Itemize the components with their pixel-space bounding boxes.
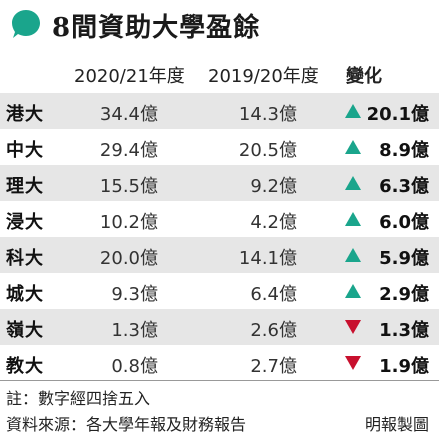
- header-change: 變化: [346, 66, 382, 87]
- value-2019-20: 4.2億: [250, 212, 297, 233]
- header-2020-21: 2020/21年度: [74, 66, 185, 87]
- value-2020-21: 15.5億: [99, 176, 158, 197]
- speech-bubble-icon: [12, 10, 40, 38]
- footnote: 註：數字經四捨五入: [6, 389, 151, 408]
- triangle-up-icon: [345, 284, 361, 298]
- header-2019-20: 2019/20年度: [208, 66, 319, 87]
- value-2020-21: 10.2億: [99, 212, 158, 233]
- credit: 明報製圖: [364, 415, 429, 434]
- triangle-up-icon: [345, 104, 361, 118]
- table-header: 2020/21年度 2019/20年度 變化: [0, 58, 439, 90]
- change-value: 1.9億: [379, 356, 429, 377]
- triangle-down-icon: [345, 320, 361, 334]
- value-2020-21: 34.4億: [99, 104, 158, 125]
- university-name: 科大: [6, 248, 44, 269]
- value-2020-21: 29.4億: [99, 140, 158, 161]
- value-2019-20: 6.4億: [250, 284, 297, 305]
- triangle-up-icon: [345, 248, 361, 262]
- value-2019-20: 14.3億: [238, 104, 297, 125]
- table-body: 港大 34.4億 14.3億 20.1億中大 29.4億 20.5億 8.9億理大 15.5億…: [0, 93, 439, 381]
- table-row: 港大 34.4億 14.3億 20.1億: [0, 93, 439, 129]
- table-row: 城大 9.3億 6.4億 2.9億: [0, 273, 439, 309]
- change-value: 5.9億: [379, 248, 429, 269]
- value-2019-20: 14.1億: [238, 248, 297, 269]
- university-name: 浸大: [6, 212, 44, 233]
- table-row: 嶺大 1.3億 2.6億 1.3億: [0, 309, 439, 345]
- table-row: 科大 20.0億 14.1億 5.9億: [0, 237, 439, 273]
- table-row: 浸大 10.2億 4.2億 6.0億: [0, 201, 439, 237]
- triangle-up-icon: [345, 176, 361, 190]
- university-name: 城大: [6, 284, 44, 305]
- table-row: 教大 0.8億 2.7億 1.9億: [0, 345, 439, 381]
- page-title: 8間資助大學盈餘: [52, 13, 261, 43]
- change-value: 20.1億: [366, 104, 429, 125]
- value-2020-21: 0.8億: [111, 356, 158, 377]
- source-note: 資料來源：各大學年報及財務報告: [6, 415, 247, 434]
- change-value: 1.3億: [379, 320, 429, 341]
- value-2019-20: 9.2億: [250, 176, 297, 197]
- triangle-up-icon: [345, 140, 361, 154]
- value-2020-21: 1.3億: [111, 320, 158, 341]
- university-name: 港大: [6, 104, 44, 125]
- value-2020-21: 20.0億: [99, 248, 158, 269]
- change-value: 2.9億: [379, 284, 429, 305]
- table-row: 理大 15.5億 9.2億 6.3億: [0, 165, 439, 201]
- university-name: 理大: [6, 176, 44, 197]
- university-name: 教大: [6, 356, 44, 377]
- change-value: 6.3億: [379, 176, 429, 197]
- triangle-up-icon: [345, 212, 361, 226]
- value-2019-20: 2.6億: [250, 320, 297, 341]
- title-bar: 8間資助大學盈餘: [0, 0, 439, 50]
- university-name: 中大: [6, 140, 44, 161]
- value-2019-20: 20.5億: [238, 140, 297, 161]
- university-name: 嶺大: [6, 320, 44, 341]
- change-value: 8.9億: [379, 140, 429, 161]
- table-row: 中大 29.4億 20.5億 8.9億: [0, 129, 439, 165]
- change-value: 6.0億: [379, 212, 429, 233]
- triangle-down-icon: [345, 356, 361, 370]
- value-2020-21: 9.3億: [111, 284, 158, 305]
- footer-divider: [0, 380, 439, 381]
- value-2019-20: 2.7億: [250, 356, 297, 377]
